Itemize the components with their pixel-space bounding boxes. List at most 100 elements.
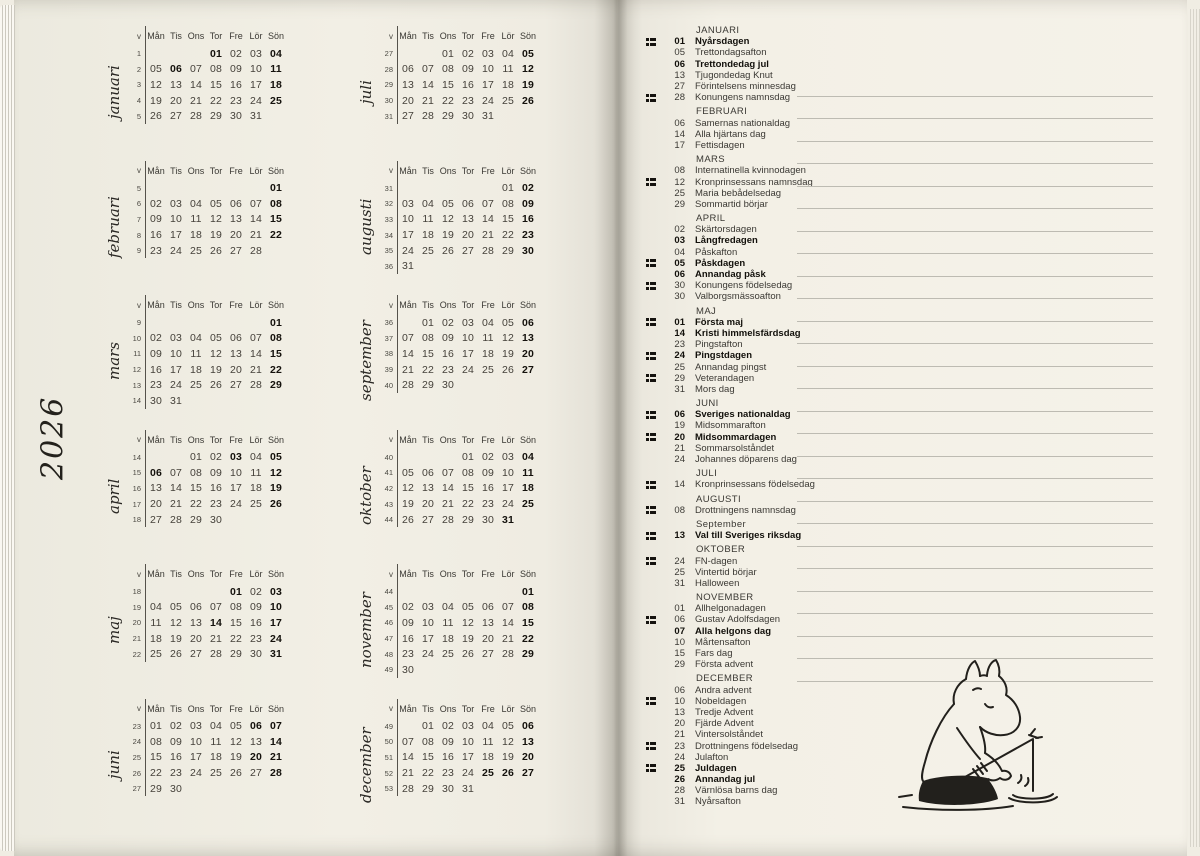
month-calendar: v Mån Tis Ons Tor Fre Lör Sön 49 01 02 03 04 05 06 50 07… (382, 698, 554, 797)
week-number: 48 (382, 646, 398, 662)
holiday-name: Konungens födelsedag (695, 280, 793, 292)
day-cell: 30 (521, 244, 535, 257)
day-cell (518, 377, 538, 393)
day-cell: 22 (269, 363, 283, 376)
note-line (797, 299, 1153, 322)
flag-day-icon-slot (646, 318, 661, 327)
day-cell: 24 (461, 363, 475, 376)
holiday-name: Mårtensafton (695, 636, 751, 648)
day-cell: 23 (441, 767, 455, 780)
week-number: 26 (130, 765, 146, 781)
day-cell: 25 (441, 648, 455, 661)
day-cell: 12 (401, 482, 415, 495)
day-cell: 06 (229, 197, 243, 210)
week-number: 34 (382, 227, 398, 243)
note-line (797, 389, 1153, 412)
holiday-name: Långfredagen (695, 235, 758, 247)
holiday-section-title: NOVEMBER (696, 592, 754, 603)
weekday-header: Lör (249, 569, 263, 579)
day-cell: 11 (482, 332, 494, 345)
day-cell: 09 (149, 347, 163, 360)
holiday-row: 29 Sommartid börjar (646, 199, 816, 210)
weekday-header: Tis (170, 31, 182, 41)
day-cell: 28 (501, 648, 515, 661)
note-line (797, 569, 1153, 592)
day-cell: 30 (441, 782, 455, 795)
weekday-header: Sön (267, 434, 284, 445)
holiday-date: 10 (674, 636, 685, 648)
month-calendar: v Mån Tis Ons Tor Fre Lör Sön 14 01 02 03 04 05 15 06 07… (130, 429, 302, 528)
day-cell: 06 (169, 63, 183, 76)
weekday-header: Fre (481, 434, 495, 445)
holiday-name: Första advent (695, 659, 754, 671)
day-cell: 07 (401, 735, 415, 748)
week-col-header: v (382, 564, 398, 584)
month-name: januari (105, 65, 123, 119)
week-number: 8 (130, 227, 146, 243)
day-cell: 02 (441, 316, 455, 329)
holiday-name: Påskdagen (695, 257, 746, 269)
day-cell: 16 (209, 482, 223, 495)
holiday-name: Annandag jul (695, 774, 756, 786)
day-cell (266, 393, 286, 409)
day-cell: 07 (421, 63, 435, 76)
weekday-header: Mån (399, 31, 417, 41)
holiday-name: Halloween (695, 577, 740, 589)
note-line (797, 502, 1153, 524)
day-cell: 18 (189, 363, 203, 376)
day-cell: 22 (229, 632, 243, 645)
holiday-date: 24 (674, 454, 685, 466)
holiday-name: Förintelsens minnesdag (695, 81, 796, 93)
week-number: 52 (382, 765, 398, 781)
day-cell: 17 (421, 632, 435, 645)
day-cell: 18 (189, 229, 203, 242)
note-line (797, 592, 1153, 614)
day-cell: 07 (169, 466, 183, 479)
day-cell: 10 (189, 735, 203, 748)
day-cell: 02 (441, 720, 455, 733)
right-page (617, 0, 1187, 856)
holiday-section: AUGUSTI 08 Drottningens namnsdag (646, 494, 816, 516)
day-cell: 25 (521, 498, 535, 511)
day-cell: 08 (461, 466, 475, 479)
week-number: 46 (382, 615, 398, 631)
day-cell: 11 (250, 466, 262, 479)
day-cell: 12 (521, 63, 535, 76)
day-cell: 29 (421, 379, 435, 392)
week-number: 30 (382, 92, 398, 109)
weekday-header: Sön (267, 703, 284, 714)
day-cell: 08 (421, 332, 435, 345)
week-number: 43 (382, 496, 398, 512)
holiday-section: NOVEMBER 01 Allhelgonadagen 06 Gustav Adolfs… (646, 592, 816, 670)
weekday-header: Tor (209, 31, 223, 41)
day-cell (266, 243, 286, 259)
day-cell: 17 (461, 347, 475, 360)
day-cell: 08 (269, 332, 283, 345)
note-line (797, 97, 1153, 119)
week-number: 15 (130, 465, 146, 481)
weekday-header: Lör (249, 703, 263, 714)
day-cell: 06 (521, 316, 535, 329)
month-name: december (357, 726, 375, 803)
day-cell: 19 (209, 363, 223, 376)
day-cell (418, 258, 438, 274)
note-line (797, 277, 1153, 299)
day-cell: 03 (461, 316, 475, 329)
holiday-name: Midsommardagen (695, 431, 777, 443)
weekday-header: Fre (229, 569, 243, 579)
day-cell: 26 (269, 498, 283, 511)
weekday-header: Mån (399, 434, 417, 445)
day-cell: 20 (461, 229, 475, 242)
day-cell: 24 (269, 632, 283, 645)
day-cell: 18 (481, 347, 495, 360)
day-cell: 14 (209, 616, 223, 629)
day-cell: 30 (169, 782, 183, 795)
holiday-name: Gustav Adolfsdagen (695, 614, 781, 626)
day-cell: 13 (229, 347, 243, 360)
holiday-name: Mors dag (695, 383, 735, 395)
holiday-row: 06 Sveriges nationaldag (646, 409, 816, 420)
day-cell: 16 (401, 632, 415, 645)
day-cell: 02 (169, 720, 183, 733)
holiday-row: 21 Sommarsolståndet (646, 443, 816, 454)
day-cell: 26 (169, 648, 183, 661)
